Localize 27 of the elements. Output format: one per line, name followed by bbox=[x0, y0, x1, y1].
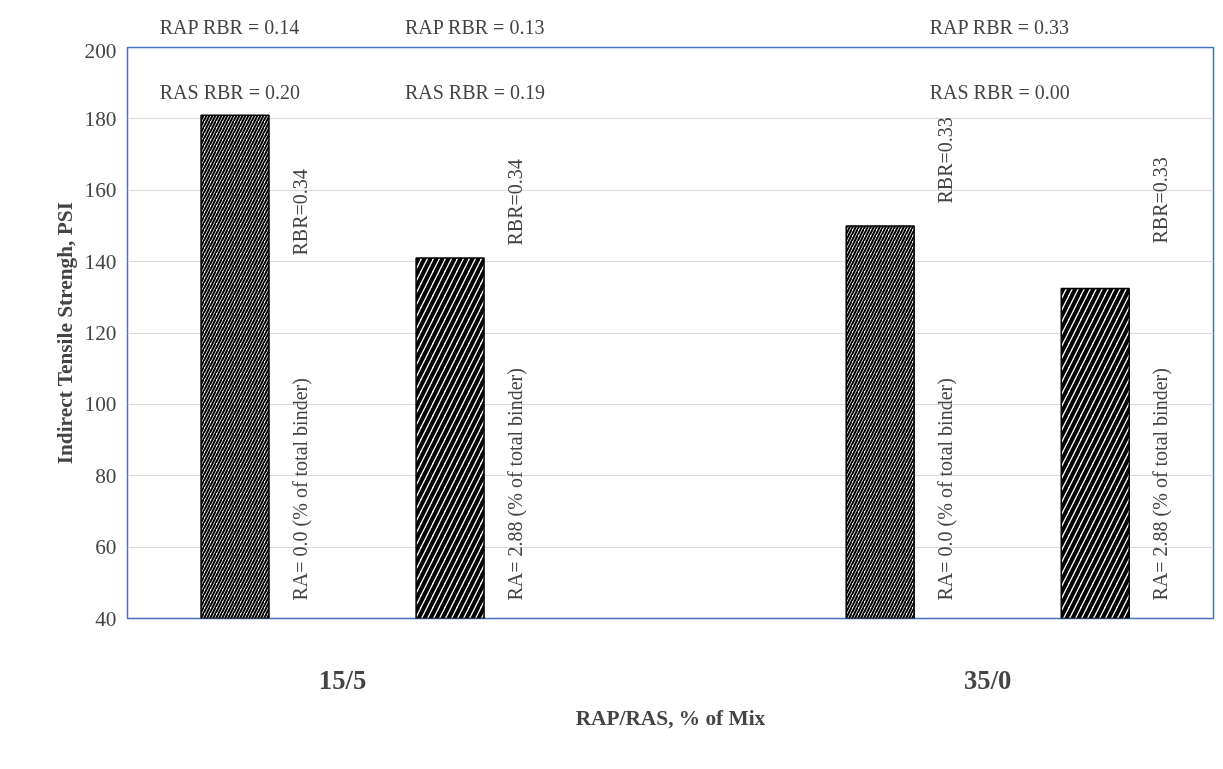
annotation: RA= 0.0 (% of total binder) bbox=[288, 378, 312, 601]
annotation: RA= 0.0 (% of total binder) bbox=[933, 378, 957, 601]
y-tick-label: 160 bbox=[84, 178, 117, 203]
y-tick-label: 200 bbox=[84, 38, 117, 63]
annotation: RAS RBR = 0.20 bbox=[159, 80, 300, 103]
y-tick-label: 140 bbox=[84, 249, 117, 274]
text: RAP RBR = 0.13 bbox=[404, 15, 545, 38]
x-axis-title: RAP/RAS, % of Mix bbox=[575, 705, 766, 730]
annotation: RBR=0.33 bbox=[1148, 157, 1171, 244]
annotation: RBR=0.33 bbox=[933, 117, 956, 204]
y-tick-label: 60 bbox=[95, 535, 117, 560]
y-tick-label: 100 bbox=[84, 392, 117, 417]
y-tick-label: 180 bbox=[84, 106, 117, 131]
annotation: RBR=0.34 bbox=[503, 159, 526, 246]
text: RAP RBR = 0.14 bbox=[159, 15, 300, 38]
y-tick-label: 40 bbox=[95, 606, 117, 631]
y-tick-label: 120 bbox=[84, 321, 117, 345]
text: RAP RBR = 0.33 bbox=[929, 15, 1070, 38]
annotation: RA= 2.88 (% of total binder) bbox=[1148, 368, 1172, 601]
y-axis-title: Indirect Tensile Strengh, PSI bbox=[52, 202, 77, 465]
text: 15/5 bbox=[318, 664, 367, 695]
annotation: RA= 2.88 (% of total binder) bbox=[503, 368, 527, 601]
annotation: RAS RBR = 0.19 bbox=[404, 80, 546, 103]
annotation: RBR=0.34 bbox=[288, 169, 311, 256]
annotation: RAS RBR = 0.00 bbox=[929, 80, 1070, 103]
text: 35/0 bbox=[964, 664, 1012, 695]
y-tick-label: 80 bbox=[95, 463, 117, 488]
